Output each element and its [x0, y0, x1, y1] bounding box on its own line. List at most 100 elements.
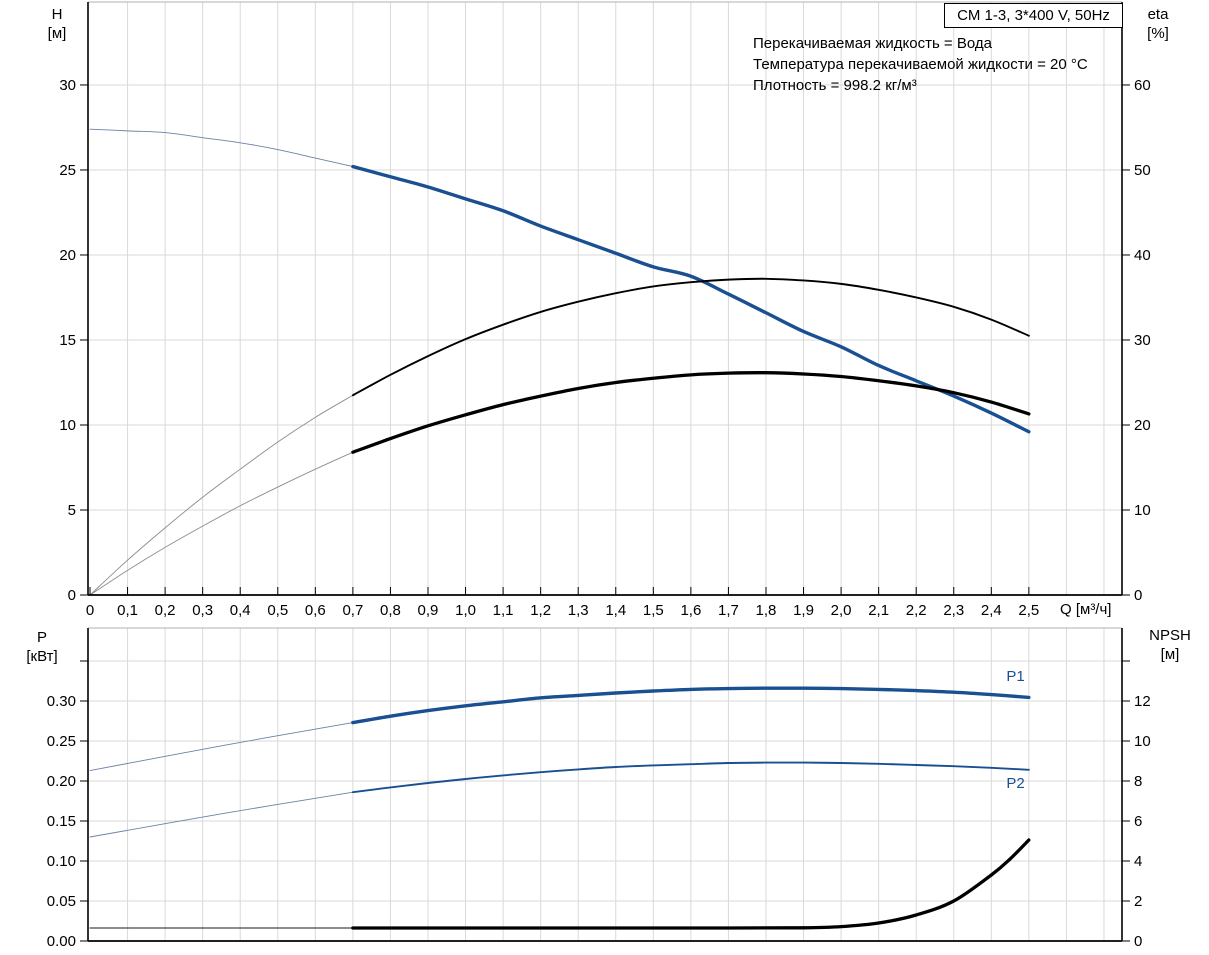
- left-axis-unit: [кВт]: [26, 648, 58, 665]
- left-tick-label: 30: [59, 77, 76, 94]
- x-tick-label: 0,4: [230, 602, 251, 619]
- x-tick-label: 0: [86, 602, 94, 619]
- left-tick-label: 20: [59, 247, 76, 264]
- right-tick-label: 10: [1134, 502, 1151, 519]
- left-tick-label: 0.05: [47, 893, 76, 910]
- eta-lower-curve: [351, 371, 1031, 454]
- curves: [89, 128, 1031, 596]
- left-axis-quantity: H: [51, 6, 63, 23]
- x-tick-label: 2,5: [1018, 602, 1039, 619]
- eta-upper-extension: [89, 394, 354, 596]
- right-tick-label: 40: [1134, 247, 1151, 264]
- power-npsh-plot: P1 P2 0.00 0.05 0.10 0.15 0.20 0.25 0.30 0 2 4 6 8 10 1…: [47, 627, 1151, 950]
- plot-frame: [87, 627, 1123, 942]
- x-tick-label: 0,1: [117, 602, 138, 619]
- head-efficiency-plot: 0 0,1 0,2 0,3 0,4 0,5 0,6 0,7 0,8 0,9 1,0 1,1 1,2 1,3…: [59, 1, 1151, 619]
- curve-label-P2: P2: [1006, 775, 1024, 792]
- info-line-temperature: Температура перекачиваемой жидкости = 20…: [753, 56, 1088, 73]
- P1-extension: [89, 722, 354, 772]
- left-axis-title-bottom-chart: P [кВт]: [24, 628, 60, 666]
- x-tick-label: 1,6: [680, 602, 701, 619]
- x-tick-label: 0,3: [192, 602, 213, 619]
- right-tick-label: 30: [1134, 332, 1151, 349]
- gridlines: [88, 628, 1122, 941]
- info-line-liquid: Перекачиваемая жидкость = Вода: [753, 35, 992, 52]
- x-tick-label: 1,2: [530, 602, 551, 619]
- right-tick-label: 2: [1134, 893, 1142, 910]
- right-tick-label: 10: [1134, 733, 1151, 750]
- left-axis-quantity: P: [36, 629, 47, 646]
- x-tick-label: 1,4: [605, 602, 626, 619]
- x-tick-label: 1,1: [493, 602, 514, 619]
- x-tick-label: 1,8: [756, 602, 777, 619]
- curve-label-P1: P1: [1006, 668, 1024, 685]
- H-curve-extension: [89, 128, 354, 168]
- left-tick-label: 0.20: [47, 773, 76, 790]
- x-tick-label: 2,2: [906, 602, 927, 619]
- H-curve: [351, 164, 1031, 434]
- right-tick-label: 60: [1134, 77, 1151, 94]
- left-tick-label: 0.00: [47, 933, 76, 950]
- x-tick-label: 1,7: [718, 602, 739, 619]
- right-tick-label: 50: [1134, 162, 1151, 179]
- x-axis-title: Q [м³/ч]: [1060, 601, 1112, 618]
- x-tick-label: 0,9: [418, 602, 439, 619]
- left-tick-label: 25: [59, 162, 76, 179]
- left-axis-ticks: 0 5 10 15 20 25 30: [59, 77, 88, 604]
- left-axis-ticks: 0.00 0.05 0.10 0.15 0.20 0.25 0.30: [47, 660, 88, 950]
- x-tick-label: 0,6: [305, 602, 326, 619]
- gridlines: [88, 2, 1122, 595]
- eta-lower-extension: [89, 451, 354, 596]
- x-tick-label: 2,1: [868, 602, 889, 619]
- left-tick-label: 0.15: [47, 813, 76, 830]
- NPSH-curve: [351, 838, 1031, 930]
- right-tick-label: 6: [1134, 813, 1142, 830]
- right-axis-title-top-chart: eta [%]: [1138, 5, 1178, 43]
- x-tick-label: 0,2: [155, 602, 176, 619]
- info-line-density: Плотность = 998.2 кг/м³: [753, 77, 917, 94]
- left-tick-label: 0: [68, 587, 76, 604]
- x-tick-label: 2,3: [943, 602, 964, 619]
- left-tick-label: 15: [59, 332, 76, 349]
- x-tick-label: 1,3: [568, 602, 589, 619]
- right-axis-ticks: 0 10 20 30 40 50 60: [1122, 77, 1151, 604]
- right-tick-label: 8: [1134, 773, 1142, 790]
- left-axis-unit: [м]: [47, 25, 67, 42]
- right-tick-label: 0: [1134, 933, 1142, 950]
- right-axis-quantity: eta: [1147, 6, 1169, 23]
- x-tick-label: 0,5: [267, 602, 288, 619]
- right-axis-unit: [%]: [1147, 25, 1169, 42]
- P2-curve: [351, 761, 1030, 794]
- left-tick-label: 0.25: [47, 733, 76, 750]
- x-tick-label: 1,0: [455, 602, 476, 619]
- liquid-info-block: Перекачиваемая жидкость = Вода Температу…: [753, 33, 1088, 96]
- right-axis-ticks: 0 2 4 6 8 10 12: [1122, 660, 1151, 950]
- x-tick-label: 1,5: [643, 602, 664, 619]
- P1-curve: [351, 686, 1031, 725]
- left-tick-label: 0.30: [47, 693, 76, 710]
- curves: [89, 686, 1031, 930]
- pump-model-title-box: CM 1-3, 3*400 V, 50Hz: [944, 3, 1123, 28]
- x-tick-label: 2,0: [831, 602, 852, 619]
- x-tick-label: 0,8: [380, 602, 401, 619]
- x-tick-label: 2,4: [981, 602, 1002, 619]
- right-tick-label: 20: [1134, 417, 1151, 434]
- plot-frame: [87, 1, 1123, 596]
- x-tick-label: 0,7: [342, 602, 363, 619]
- right-axis-title-bottom-chart: NPSH [м]: [1139, 626, 1201, 664]
- right-axis-unit: [м]: [1160, 646, 1180, 663]
- left-tick-label: 10: [59, 417, 76, 434]
- left-tick-label: 5: [68, 502, 76, 519]
- right-tick-label: 0: [1134, 587, 1142, 604]
- right-tick-label: 4: [1134, 853, 1142, 870]
- right-axis-quantity: NPSH: [1149, 627, 1191, 644]
- left-axis-title-top-chart: H [м]: [39, 5, 75, 43]
- eta-upper-curve: [351, 277, 1030, 397]
- left-tick-label: 0.10: [47, 853, 76, 870]
- P2-extension: [89, 791, 354, 838]
- x-tick-label: 1,9: [793, 602, 814, 619]
- x-axis-ticks: 0 0,1 0,2 0,3 0,4 0,5 0,6 0,7 0,8 0,9 1,0 1,1 1,2 1,3…: [86, 587, 1039, 619]
- right-tick-label: 12: [1134, 693, 1151, 710]
